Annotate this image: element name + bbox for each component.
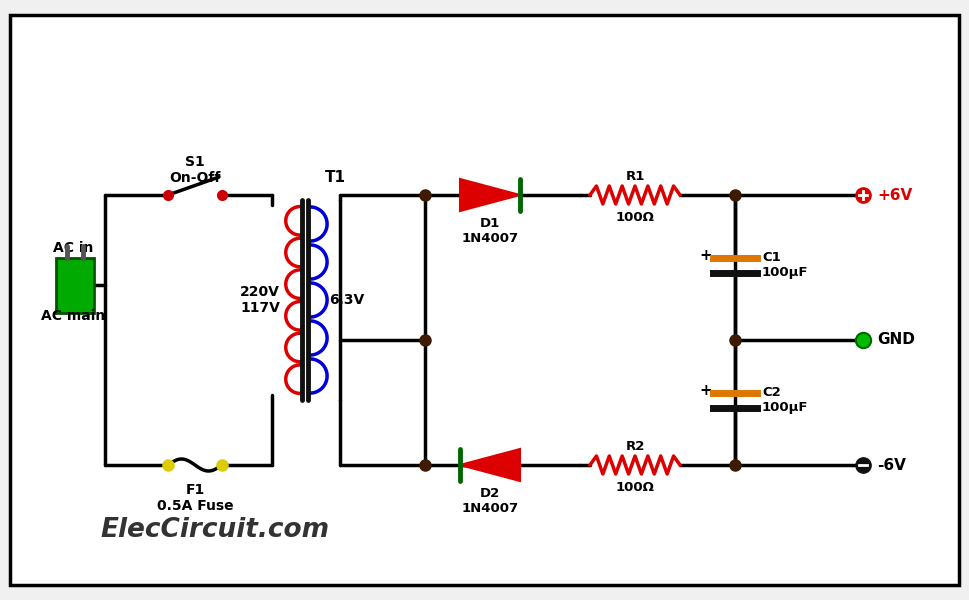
Text: C2
100μF: C2 100μF bbox=[762, 386, 808, 414]
Text: S1
On-Off: S1 On-Off bbox=[170, 155, 221, 185]
Text: T1: T1 bbox=[325, 170, 346, 185]
Text: D2
1N4007: D2 1N4007 bbox=[461, 487, 518, 515]
Text: 220V
117V: 220V 117V bbox=[240, 285, 280, 315]
Text: 100Ω: 100Ω bbox=[615, 211, 654, 224]
Polygon shape bbox=[460, 449, 520, 481]
Text: ElecCircuit.com: ElecCircuit.com bbox=[101, 517, 329, 543]
Polygon shape bbox=[460, 179, 520, 211]
Text: +6V: +6V bbox=[877, 187, 912, 202]
Text: GND: GND bbox=[877, 332, 915, 347]
Text: +: + bbox=[700, 248, 712, 263]
Text: AC main: AC main bbox=[41, 309, 105, 323]
Text: D1
1N4007: D1 1N4007 bbox=[461, 217, 518, 245]
Bar bbox=[56, 257, 94, 313]
Text: F1
0.5A Fuse: F1 0.5A Fuse bbox=[157, 483, 234, 513]
Text: -6V: -6V bbox=[877, 457, 906, 473]
Text: AC in: AC in bbox=[53, 241, 93, 255]
Text: C1
100μF: C1 100μF bbox=[762, 251, 808, 279]
Text: R2: R2 bbox=[625, 440, 644, 453]
Text: +: + bbox=[700, 383, 712, 398]
Text: 100Ω: 100Ω bbox=[615, 481, 654, 494]
Text: R1: R1 bbox=[625, 170, 644, 183]
Text: 6.3V: 6.3V bbox=[329, 293, 364, 307]
